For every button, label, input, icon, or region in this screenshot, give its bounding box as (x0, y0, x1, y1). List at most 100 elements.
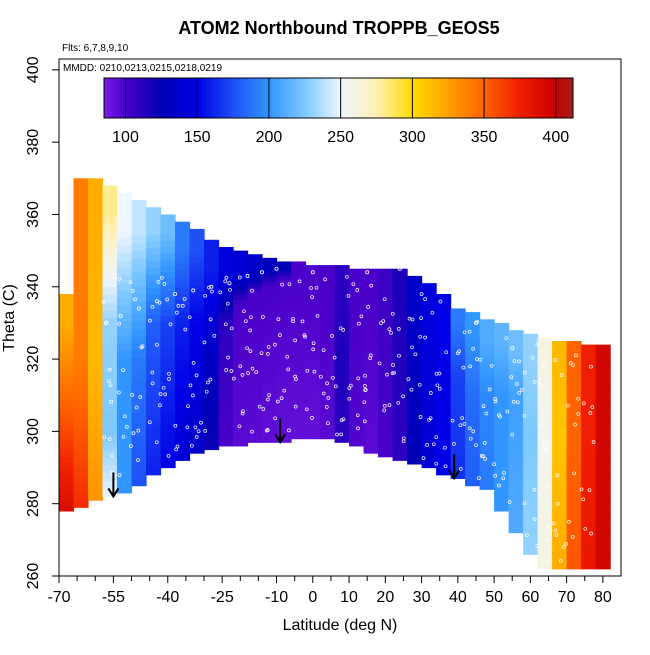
heatmap-cell (392, 311, 408, 318)
heatmap-cell (537, 551, 553, 558)
heatmap-cell (73, 466, 89, 475)
heatmap-cell (291, 412, 307, 418)
heatmap-cell (117, 260, 133, 269)
heatmap-cell (378, 334, 394, 340)
heatmap-cell (146, 280, 162, 289)
heatmap-cell (88, 379, 104, 389)
heatmap-cell (160, 315, 176, 323)
heatmap-cell (334, 384, 350, 390)
heatmap-cell (247, 371, 263, 378)
colorbar-segment (166, 78, 171, 118)
observation-point (172, 291, 177, 296)
observation-point (570, 535, 575, 539)
heatmap-cell (523, 482, 539, 489)
heatmap-cell (218, 346, 234, 352)
heatmap-cell (276, 410, 292, 416)
heatmap-cell (204, 255, 220, 262)
heatmap-cell (595, 400, 611, 407)
heatmap-cell (508, 395, 524, 402)
colorbar-segment (490, 78, 496, 118)
heatmap-cell (73, 244, 89, 253)
heatmap-cell (581, 361, 597, 368)
observation-point (228, 287, 232, 292)
heatmap-cell (247, 296, 263, 302)
heatmap-cell (450, 465, 466, 471)
observation-point (186, 404, 190, 409)
observation-point (477, 476, 481, 480)
heatmap-cell (494, 365, 510, 371)
heatmap-cell (305, 286, 321, 292)
observation-point (163, 392, 168, 397)
heatmap-cell (204, 334, 220, 340)
heatmap-cell (494, 435, 510, 442)
heatmap-cell (305, 434, 321, 440)
heatmap-cell (204, 370, 220, 377)
colorbar-segment (279, 78, 285, 118)
heatmap-cell (117, 387, 133, 396)
heatmap-cell (88, 492, 104, 501)
colorbar-segment (107, 78, 113, 118)
heatmap-cell (378, 386, 394, 392)
heatmap-cell (595, 439, 611, 447)
heatmap-cell (160, 435, 176, 443)
observation-point (418, 334, 423, 339)
heatmap-cell (479, 459, 495, 465)
heatmap-cell (160, 385, 176, 393)
observation-point (107, 437, 112, 441)
colorbar-segment (432, 78, 437, 118)
y-axis-label: Theta (C) (1, 284, 18, 352)
observation-point (551, 521, 556, 526)
heatmap-cell (160, 448, 176, 456)
heatmap-cell (247, 352, 263, 359)
heatmap-cell (102, 201, 118, 210)
heatmap-cell (479, 340, 495, 346)
heatmap-cell (378, 282, 394, 289)
heatmap-cell (378, 268, 394, 274)
heatmap-cell (581, 355, 597, 363)
colorbar-segment (549, 78, 554, 118)
heatmap-cell (523, 537, 539, 544)
heatmap-cell (595, 383, 611, 391)
heatmap-cell (552, 432, 568, 439)
heatmap-cell (421, 444, 437, 450)
heatmap-cell (117, 215, 133, 224)
heatmap-cell (218, 281, 234, 288)
heatmap-cell (320, 330, 336, 336)
heatmap-cell (392, 398, 408, 404)
heatmap-cell (160, 220, 176, 228)
heatmap-cell (175, 257, 191, 265)
observation-point (545, 559, 550, 563)
heatmap-cell (262, 363, 278, 370)
observation-point (108, 383, 113, 388)
heatmap-cell (392, 350, 408, 356)
heatmap-cell (146, 207, 162, 215)
heatmap-cell (59, 500, 75, 507)
heatmap-cell (494, 374, 510, 380)
observation-point (461, 365, 466, 370)
heatmap-cell (537, 476, 553, 483)
observation-point (532, 379, 537, 384)
heatmap-cell (378, 419, 394, 425)
heatmap-cell (523, 361, 539, 368)
heatmap-cell (363, 291, 379, 297)
heatmap-cell (320, 369, 336, 375)
heatmap-cell (508, 456, 524, 463)
heatmap-cell (421, 384, 437, 390)
observation-point (121, 368, 125, 373)
observation-point (462, 330, 467, 335)
heatmap-cell (421, 421, 437, 427)
colorbar-segment (150, 78, 156, 118)
heatmap-cell (465, 329, 481, 335)
colorbar-segment (162, 78, 168, 118)
heatmap-cell (465, 385, 481, 391)
heatmap-cell (407, 355, 423, 362)
heatmap-cell (320, 325, 336, 331)
heatmap-cell (146, 227, 162, 235)
heatmap-cell (479, 429, 495, 435)
observation-point (479, 454, 484, 458)
observation-point (566, 403, 570, 408)
heatmap-cell (566, 454, 582, 462)
observation-point (558, 558, 563, 563)
heatmap-cell (291, 305, 307, 311)
observation-point (123, 414, 127, 419)
